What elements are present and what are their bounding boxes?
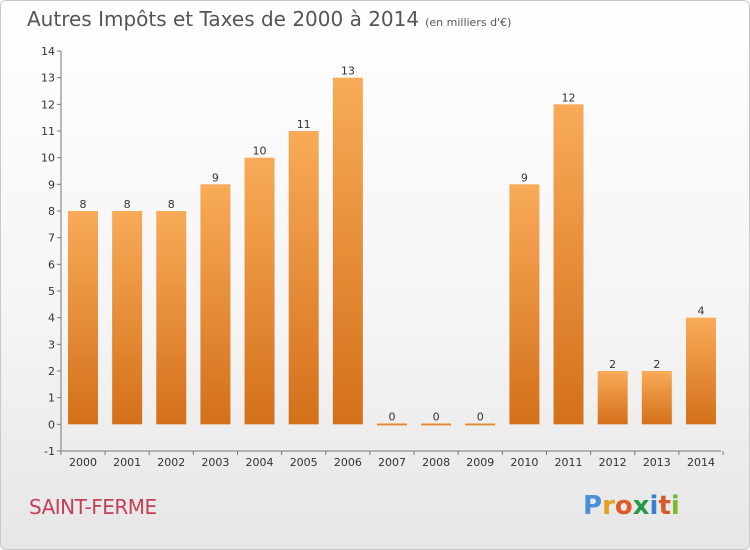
data-label-2009: 0	[477, 410, 484, 423]
x-tick-label: 2014	[687, 456, 715, 469]
data-label-2013: 2	[653, 358, 660, 371]
logo-letter: x	[632, 491, 650, 521]
data-label-2000: 8	[80, 198, 87, 211]
y-tick-label: 13	[41, 72, 55, 85]
x-tick-label: 2002	[157, 456, 185, 469]
x-tick-label: 2012	[599, 456, 627, 469]
logo-letter: o	[614, 491, 633, 521]
bars-group	[68, 77, 716, 426]
y-tick-label: 3	[48, 338, 55, 351]
x-tick-label: 2000	[69, 456, 97, 469]
bar-2001	[112, 211, 143, 425]
x-tick-label: 2007	[378, 456, 406, 469]
proxiti-logo: Proxiti	[583, 491, 680, 521]
chart-unit: (en milliers d'€)	[425, 16, 512, 29]
data-labels-group: 8 8 8 9 10 11 13 0 0 0 9 12 2 2 4	[80, 65, 705, 424]
y-tick-label: 12	[41, 98, 55, 111]
chart-title: Autres Impôts et Taxes de 2000 à 2014 (en…	[27, 7, 511, 31]
y-tick-label: 0	[48, 418, 55, 431]
bar-2006	[332, 77, 363, 425]
bar-2011	[553, 104, 584, 425]
data-label-2002: 8	[168, 198, 175, 211]
x-tick-label: 2008	[422, 456, 450, 469]
commune-name: SAINT-FERME	[29, 495, 157, 519]
bar-2008	[421, 423, 452, 426]
data-label-2003: 9	[212, 171, 219, 184]
data-label-2004: 10	[253, 145, 267, 158]
y-tick-label: 14	[41, 45, 55, 58]
bar-2014	[685, 317, 716, 425]
y-tick-label: 10	[41, 152, 55, 165]
data-label-2011: 12	[562, 91, 576, 104]
x-tick-label: 2001	[113, 456, 141, 469]
y-tick-label: 8	[48, 205, 55, 218]
data-label-2010: 9	[521, 171, 528, 184]
y-tick-label: 2	[48, 365, 55, 378]
data-label-2001: 8	[124, 198, 131, 211]
data-label-2012: 2	[609, 358, 616, 371]
bar-2004	[244, 157, 275, 425]
logo-letter: i	[649, 491, 659, 521]
chart-title-text: Autres Impôts et Taxes de 2000 à 2014	[27, 7, 420, 31]
data-label-2008: 0	[433, 410, 440, 423]
logo-letter: i	[670, 491, 680, 521]
logo-letter: t	[658, 491, 671, 521]
bar-2003	[200, 184, 231, 425]
bar-2012	[597, 371, 628, 425]
x-tick-label: 2004	[246, 456, 274, 469]
x-tick-label: 2003	[201, 456, 229, 469]
y-tick-label: 5	[48, 285, 55, 298]
y-tick-label: 11	[41, 125, 55, 138]
bar-2013	[641, 371, 672, 425]
data-label-2014: 4	[697, 305, 704, 318]
y-tick-label: 9	[48, 178, 55, 191]
bar-2005	[288, 131, 319, 425]
y-tick-label: -1	[44, 445, 55, 458]
x-tick-label: 2011	[555, 456, 583, 469]
x-tick-label: 2006	[334, 456, 362, 469]
logo-letter: r	[602, 491, 615, 521]
bar-2009	[465, 423, 496, 426]
bar-2007	[376, 423, 407, 426]
bar-2010	[509, 184, 540, 425]
data-label-2005: 11	[297, 118, 311, 131]
y-tick-label: 4	[48, 312, 55, 325]
data-label-2007: 0	[388, 410, 395, 423]
bar-2000	[68, 211, 98, 425]
logo-letter: P	[583, 491, 603, 521]
y-tick-label: 1	[48, 392, 55, 405]
x-tick-label: 2013	[643, 456, 671, 469]
data-label-2006: 13	[341, 65, 355, 78]
x-tick-label: 2005	[290, 456, 318, 469]
y-tick-label: 6	[48, 258, 55, 271]
bar-2002	[156, 211, 187, 425]
y-tick-label: 7	[48, 232, 55, 245]
x-tick-label: 2010	[510, 456, 538, 469]
x-tick-label: 2009	[466, 456, 494, 469]
